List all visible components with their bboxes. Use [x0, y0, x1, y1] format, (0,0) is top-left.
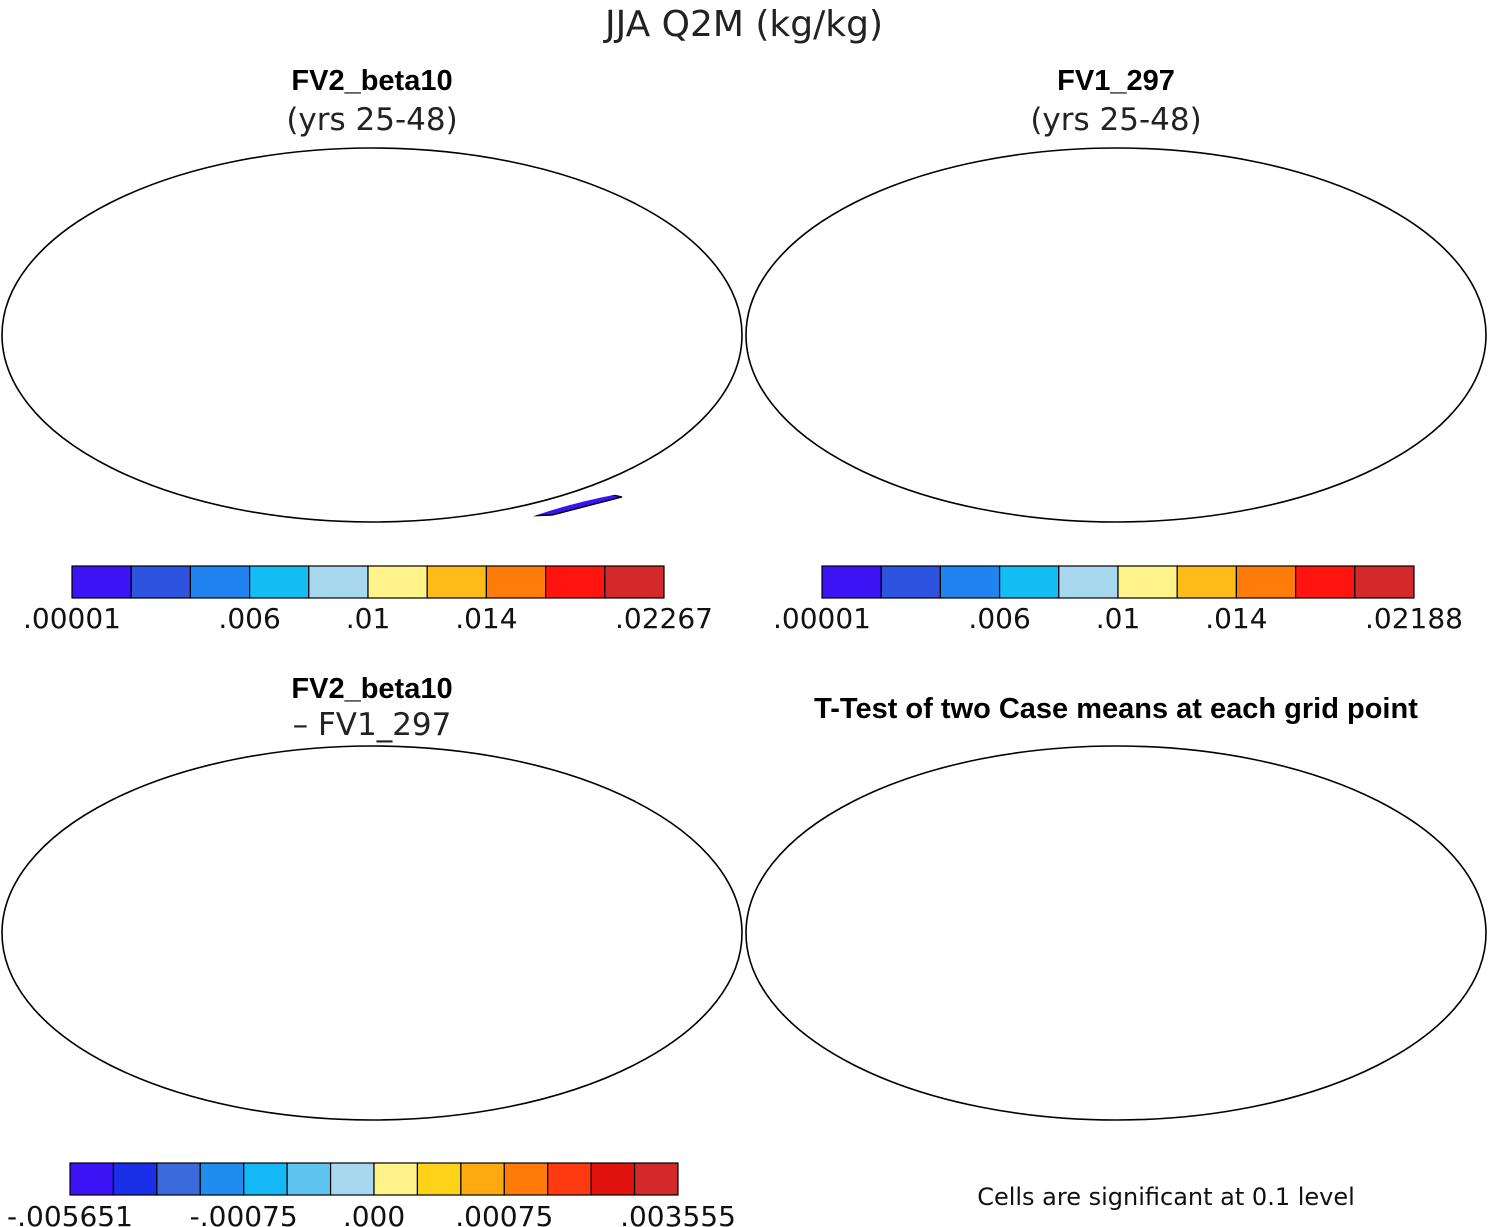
colorbar-tick-label: .01	[1096, 602, 1141, 635]
colorbar-segment	[1294, 565, 1356, 599]
colorbar-segment	[880, 565, 942, 599]
colorbar-segment	[1176, 565, 1237, 599]
significance-note: Cells are significant at 0.1 level	[977, 1183, 1355, 1211]
colorbar-segment	[130, 565, 191, 599]
colorbar-tick-label: .014	[455, 602, 517, 635]
colorbar-tick-label: -.00075	[190, 1200, 298, 1227]
panel-diff: FV2_beta10– FV1_297 -.005651 -.00075 .000 .0…	[1, 673, 743, 1227]
colorbar-segment	[544, 565, 606, 599]
colorbar-tick-label: .006	[968, 602, 1030, 635]
colorbar-tick-label: -.005651	[7, 1200, 133, 1227]
colorbar-segment	[998, 565, 1060, 599]
colorbar-tick-label: .014	[1205, 602, 1267, 635]
colorbar-segment	[243, 1162, 288, 1196]
colorbar-segment	[503, 1162, 549, 1196]
colorbar-segment	[199, 1162, 245, 1196]
panel-ttest: T-Test of two Case means at each grid po…	[745, 693, 1487, 1211]
colorbar-segment	[156, 1162, 201, 1196]
figure-title: JJA Q2M (kg/kg)	[603, 4, 883, 45]
globe-background	[746, 148, 1486, 522]
colorbar-tick-label: .00001	[773, 602, 871, 635]
colorbar-tick-label: .02188	[1365, 602, 1463, 635]
colorbar-tick-label: .000	[343, 1200, 405, 1227]
colorbar-segment	[308, 565, 369, 599]
colorbar-tick-label: .01	[346, 602, 391, 635]
colorbar-segment	[373, 1162, 419, 1196]
colorbar: .00001 .006 .01 .014 .02267	[23, 565, 713, 635]
panel-fv1: FV1_297 (yrs 25-48) .00001 .006 .01 .014 .0218…	[745, 65, 1487, 635]
colorbar-segment	[939, 565, 1001, 599]
colorbar-segment	[821, 565, 882, 599]
colorbar-tick-label: .02267	[615, 602, 713, 635]
panel-subtitle: (yrs 25-48)	[1030, 102, 1201, 138]
colorbar-tick-label: .006	[218, 602, 280, 635]
colorbar-segment	[189, 565, 251, 599]
colorbar-segment	[633, 1162, 679, 1196]
globe-outline	[1, 745, 743, 1121]
colorbar-segment	[71, 565, 132, 599]
colorbar-segment	[485, 565, 547, 599]
colorbar-segment	[329, 1162, 375, 1196]
colorbar-tick-label: .00001	[23, 602, 121, 635]
globe-background	[746, 746, 1486, 1120]
colorbar-segment	[547, 1162, 592, 1196]
colorbar-segment	[112, 1162, 158, 1196]
globe-outline	[745, 745, 1487, 1121]
panel-fv2: FV2_beta10(yrs 25-48).00001.006.01.014.0…	[1, 65, 743, 635]
colorbar-segment	[604, 565, 665, 599]
globe-background	[2, 148, 742, 522]
colorbar-segment	[69, 1162, 115, 1196]
panel-title: T-Test of two Case means at each grid po…	[814, 693, 1418, 725]
colorbar-tick-label: .003555	[620, 1200, 736, 1227]
globe-outline	[745, 147, 1487, 523]
colorbar: -.005651 -.00075 .000 .00075 .003555	[7, 1162, 736, 1227]
panel-title: FV2_beta10	[291, 65, 452, 97]
panel-title: FV1_297	[1057, 65, 1175, 97]
colorbar-segment	[460, 1162, 505, 1196]
colorbar-segment	[286, 1162, 332, 1196]
colorbar-segment	[249, 565, 310, 599]
colorbar-segment	[367, 565, 428, 599]
globe-background	[2, 746, 742, 1120]
globe-outline	[1, 147, 743, 523]
colorbar-segment	[1354, 565, 1415, 599]
panel-subtitle: (yrs 25-48)	[286, 102, 457, 138]
colorbar-segment	[426, 565, 488, 599]
colorbar-tick-label: .00075	[455, 1200, 553, 1227]
panel-subtitle: – FV1_297	[293, 707, 452, 743]
colorbar-segment	[416, 1162, 462, 1196]
colorbar-segment	[1058, 565, 1119, 599]
colorbar-segment	[590, 1162, 636, 1196]
colorbar: .00001 .006 .01 .014 .02188	[773, 565, 1463, 635]
colorbar-segment	[1117, 565, 1178, 599]
panel-title: FV2_beta10	[291, 673, 452, 705]
colorbar-segment	[1235, 565, 1297, 599]
